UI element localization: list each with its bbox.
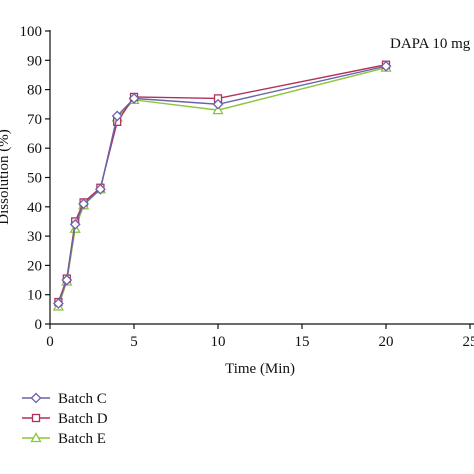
x-tick-label: 25 [463, 334, 474, 350]
chart-annotation: DAPA 10 mg [390, 36, 471, 52]
x-tick-label: 15 [295, 334, 310, 350]
x-tick-label: 0 [46, 334, 54, 350]
series-layer [52, 60, 392, 311]
ticks: 0 10 20 30 40 50 60 70 80 90 100 0 5 10 15 20 25 [20, 24, 474, 350]
y-tick-label: 80 [27, 83, 42, 99]
series-line [57, 64, 387, 303]
data-point [94, 183, 106, 195]
y-tick-label: 50 [27, 171, 42, 187]
legend-label: Batch C [58, 391, 107, 407]
x-tick-label: 10 [211, 334, 226, 350]
series-batch-c [52, 60, 392, 309]
legend-item: Batch C [22, 391, 107, 407]
data-point [128, 92, 140, 104]
data-point [212, 98, 224, 110]
legend-label: Batch D [58, 411, 108, 427]
series-line [57, 65, 387, 304]
data-point [111, 110, 123, 122]
data-point [61, 274, 73, 286]
y-tick-label: 60 [27, 141, 42, 157]
y-tick-label: 30 [27, 229, 42, 245]
x-axis-title: Time (Min) [225, 361, 295, 377]
y-tick-label: 90 [27, 53, 42, 69]
x-tick-label: 5 [130, 334, 138, 350]
data-point [380, 60, 392, 72]
x-tick-label: 20 [379, 334, 394, 350]
legend-item: Batch D [22, 411, 108, 427]
series-batch-d [54, 60, 391, 307]
legend: Batch C Batch D Batch E [22, 391, 108, 447]
y-axis-title: Dissolution (%) [0, 129, 12, 224]
legend-item: Batch E [22, 431, 106, 447]
y-tick-label: 10 [27, 288, 42, 304]
data-point [69, 218, 81, 230]
y-tick-label: 20 [27, 258, 42, 274]
legend-marker [31, 413, 41, 423]
y-tick-label: 40 [27, 200, 42, 216]
data-point [52, 298, 64, 309]
y-tick-label: 70 [27, 112, 42, 128]
y-tick-label: 100 [20, 24, 43, 40]
axes [49, 30, 474, 325]
legend-label: Batch E [58, 431, 106, 447]
data-point [78, 198, 90, 210]
legend-marker [30, 392, 42, 404]
y-tick-label: 0 [35, 317, 43, 333]
legend-marker [30, 432, 42, 443]
